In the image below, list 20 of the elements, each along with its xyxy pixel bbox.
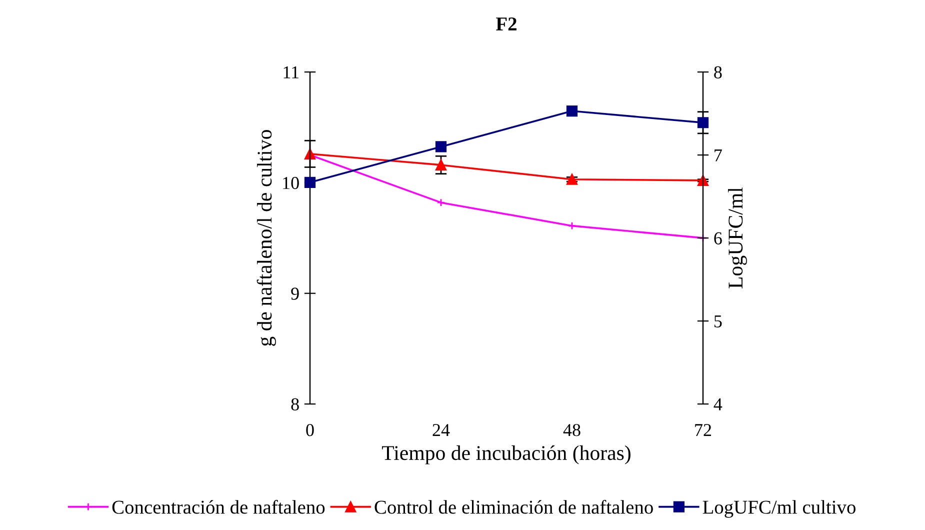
y-tick-label: 8 [291,398,299,410]
y2-tick-label: 8 [714,66,722,78]
x-tick-label: 72 [695,424,712,436]
x-axis-title: Tiempo de incubación (horas) [382,445,630,464]
y2-tick-label: 6 [714,232,722,244]
x-tick-label: 0 [306,424,314,436]
y-tick-label: 10 [283,176,299,190]
x-tick-label: 24 [432,424,450,436]
y-tick-label: 9 [291,288,299,300]
y-tick-label: 11 [284,66,298,78]
legend-label: Concentración de naftaleno [112,500,325,514]
legend-label: Control de eliminación de naftaleno [374,500,653,514]
y2-tick-label: 7 [714,149,722,162]
x-tick-label: 48 [563,424,580,436]
y2-axis-title: LogUFC/ml [728,187,747,288]
chart-title: F2 [496,17,516,30]
legend-label: LogUFC/ml cultivo [702,500,856,518]
y2-tick-label: 4 [714,398,722,410]
y2-tick-label: 5 [714,315,722,328]
y-axis-title: g de naftaleno/l de cultivo [256,130,276,346]
